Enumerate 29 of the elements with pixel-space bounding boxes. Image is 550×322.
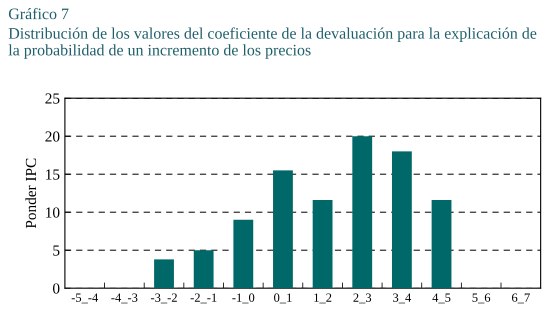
bar — [312, 200, 333, 288]
y-tick-label: 15 — [46, 169, 60, 180]
y-tick-label: 5 — [53, 245, 60, 256]
bar — [352, 136, 372, 288]
x-tick-label: 3_4 — [393, 293, 412, 304]
y-tick-label: 0 — [52, 283, 60, 294]
bar — [233, 220, 254, 288]
bar — [392, 151, 412, 288]
x-tick-label: 1_2 — [314, 293, 332, 304]
y-tick-label: 25 — [45, 93, 60, 104]
chart-subtitle: Distribución de los valores del coeficiente de la devaluación para la explicación de la probabilidad de un incremento de los precios — [8, 27, 536, 59]
x-tick-label: 4_5 — [432, 293, 450, 304]
x-tick-label: -5_-4 — [72, 293, 98, 304]
x-tick-label: -3_-2 — [150, 293, 177, 304]
y-tick-label: 10 — [46, 207, 60, 218]
x-tick-label: 5_6 — [472, 293, 490, 304]
bar — [432, 200, 452, 288]
x-tick-label: 6_7 — [512, 293, 530, 304]
x-tick-label: 2_3 — [353, 293, 372, 304]
y-axis-title: Ponder IPC — [25, 158, 36, 228]
x-tick-label: -4_-3 — [111, 293, 138, 304]
x-tick-label: -2_-1 — [190, 293, 216, 304]
bar — [194, 250, 214, 288]
bar — [273, 170, 293, 288]
y-tick-label: 20 — [45, 131, 60, 142]
x-tick-label: -1_0 — [232, 293, 254, 304]
x-tick-label: 0_1 — [274, 293, 292, 304]
bar — [154, 259, 174, 288]
chart-title: Gráfico 7 — [8, 8, 69, 20]
